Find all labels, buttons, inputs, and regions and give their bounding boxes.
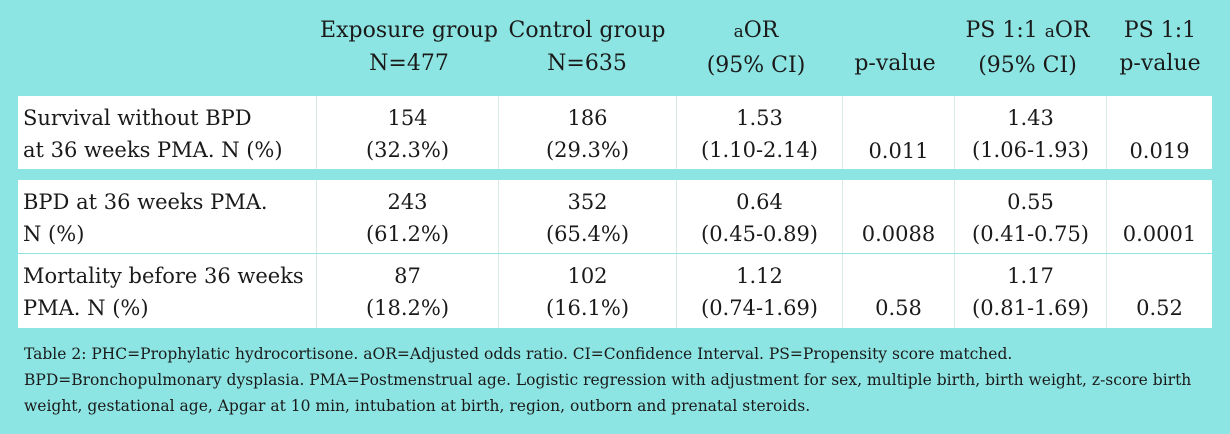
table-row: Survival without BPD at 36 weeks PMA. N … — [18, 96, 1212, 169]
table-row: Mortality before 36 weeks PMA. N (%) 87 … — [18, 254, 1212, 328]
cell-ps-aor-value: 1.17 — [1007, 264, 1054, 288]
caption-line1: Table 2: PHC=Prophylatic hydrocortisone.… — [24, 345, 1013, 363]
cell-exposure: 154 (32.3%) — [316, 96, 498, 169]
cell-control-pct: (65.4%) — [545, 222, 630, 246]
header-ps-aor-title: OR — [1054, 18, 1090, 43]
cell-exposure-n: 243 — [387, 190, 428, 214]
header-ps-aor-prefix: PS 1:1 — [965, 18, 1045, 43]
table-caption: Table 2: PHC=Prophylatic hydrocortisone.… — [18, 336, 1212, 424]
header-ps-pvalue-title: PS 1:1 — [1123, 18, 1197, 43]
cell-ps-aor-ci: (1.06-1.93) — [972, 138, 1089, 162]
header-ps-aor-ci: (95% CI) — [978, 53, 1077, 78]
header-pvalue-label: p-value — [854, 51, 936, 76]
cell-ps-aor: 1.17 (0.81-1.69) — [954, 254, 1106, 328]
header-aor-ci: (95% CI) — [706, 53, 806, 78]
cell-exposure: 243 (61.2%) — [316, 180, 498, 253]
cell-pvalue-value: 0.0088 — [861, 222, 936, 246]
cell-ps-pvalue-value: 0.52 — [1136, 296, 1183, 320]
cell-aor-ci: (0.74-1.69) — [701, 296, 818, 320]
cell-ps-aor-value: 1.43 — [1007, 106, 1054, 130]
cell-pvalue-value: 0.58 — [875, 296, 922, 320]
cell-aor: 1.53 (1.10-2.14) — [676, 96, 842, 169]
caption-line3: weight, gestational age, Apgar at 10 min… — [24, 397, 811, 415]
cell-ps-pvalue: 0.019 — [1106, 96, 1212, 169]
header-pvalue: p-value — [842, 14, 948, 80]
header-ps-pvalue: PS 1:1 p-value — [1108, 14, 1212, 80]
row-label-line2: PMA. N (%) — [23, 296, 149, 320]
cell-ps-pvalue-value: 0.0001 — [1122, 222, 1197, 246]
cell-control-pct: (16.1%) — [545, 296, 630, 320]
cell-ps-aor: 1.43 (1.06-1.93) — [954, 96, 1106, 169]
cell-control: 102 (16.1%) — [498, 254, 676, 328]
cell-control-n: 352 — [567, 190, 608, 214]
cell-aor-value: 0.64 — [736, 190, 783, 214]
cell-control-n: 102 — [567, 264, 608, 288]
cell-ps-pvalue-value: 0.019 — [1129, 139, 1190, 163]
header-control-n: N=635 — [547, 51, 627, 76]
cell-aor-ci: (0.45-0.89) — [701, 222, 818, 246]
row-label-line1: Survival without BPD — [23, 106, 252, 130]
cell-pvalue: 0.58 — [842, 254, 954, 328]
cell-ps-pvalue: 0.0001 — [1106, 180, 1212, 253]
header-ps-pvalue-label: p-value — [1119, 51, 1201, 76]
row-label-line1: Mortality before 36 weeks — [23, 264, 304, 288]
caption-line2: BPD=Bronchopulmonary dysplasia. PMA=Post… — [24, 371, 1192, 389]
header-exposure-n: N=477 — [369, 51, 449, 76]
cell-aor-value: 1.53 — [736, 106, 783, 130]
cell-control-pct: (29.3%) — [545, 138, 630, 162]
row-label-line1: BPD at 36 weeks PMA. — [23, 190, 268, 214]
header-aor-prefix: a — [733, 22, 744, 42]
cell-exposure-pct: (18.2%) — [365, 296, 450, 320]
header-ps-aor-a: a — [1044, 22, 1055, 42]
header-ps-aor: PS 1:1 aOR (95% CI) — [955, 14, 1100, 82]
cell-aor-value: 1.12 — [736, 264, 783, 288]
header-control-title: Control group — [508, 18, 666, 43]
cell-pvalue: 0.011 — [842, 96, 954, 169]
cell-aor: 0.64 (0.45-0.89) — [676, 180, 842, 253]
header-control-group: Control group N=635 — [503, 14, 671, 80]
cell-control: 186 (29.3%) — [498, 96, 676, 169]
row-label: Survival without BPD at 36 weeks PMA. N … — [18, 96, 316, 169]
cell-pvalue-value: 0.011 — [868, 139, 929, 163]
cell-ps-aor: 0.55 (0.41-0.75) — [954, 180, 1106, 253]
row-label-line2: at 36 weeks PMA. N (%) — [23, 138, 283, 162]
cell-exposure: 87 (18.2%) — [316, 254, 498, 328]
cell-exposure-pct: (61.2%) — [365, 222, 450, 246]
row-label-line2: N (%) — [23, 222, 85, 246]
header-exposure-group: Exposure group N=477 — [318, 14, 500, 80]
header-exposure-title: Exposure group — [320, 18, 498, 43]
header-aor: aOR (95% CI) — [686, 14, 826, 82]
cell-aor-ci: (1.10-2.14) — [701, 138, 818, 162]
cell-exposure-n: 154 — [387, 106, 428, 130]
cell-ps-pvalue: 0.52 — [1106, 254, 1212, 328]
cell-exposure-pct: (32.3%) — [365, 138, 450, 162]
table-header: Exposure group N=477 Control group N=635… — [0, 14, 1230, 86]
cell-control-n: 186 — [567, 106, 608, 130]
cell-control: 352 (65.4%) — [498, 180, 676, 253]
header-aor-title: OR — [743, 18, 779, 43]
cell-exposure-n: 87 — [394, 264, 421, 288]
cell-ps-aor-ci: (0.81-1.69) — [972, 296, 1089, 320]
cell-pvalue: 0.0088 — [842, 180, 954, 253]
table-row: BPD at 36 weeks PMA. N (%) 243 (61.2%) 3… — [18, 180, 1212, 253]
cell-ps-aor-ci: (0.41-0.75) — [972, 222, 1089, 246]
row-label: Mortality before 36 weeks PMA. N (%) — [18, 254, 316, 328]
cell-ps-aor-value: 0.55 — [1007, 190, 1054, 214]
row-label: BPD at 36 weeks PMA. N (%) — [18, 180, 316, 253]
cell-aor: 1.12 (0.74-1.69) — [676, 254, 842, 328]
